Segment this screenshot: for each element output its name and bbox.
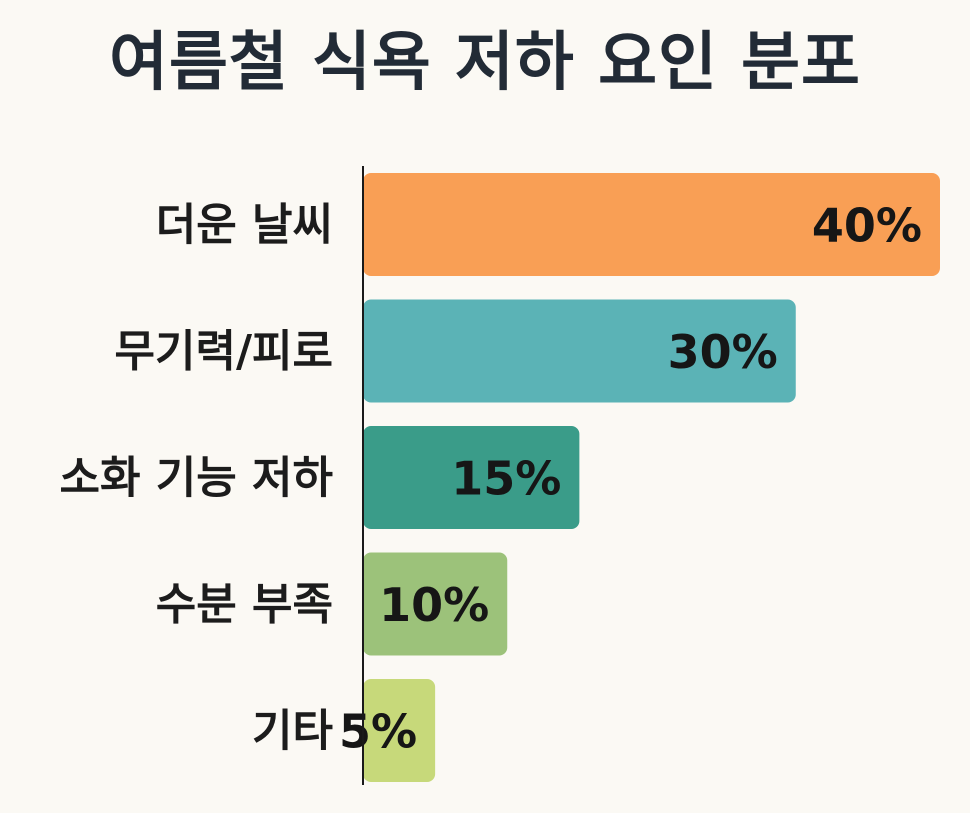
value-label-3: 15% [451,452,561,506]
bar-5 [363,679,436,782]
category-label-5: 기타 [252,706,333,757]
value-label-5: 5% [339,705,417,759]
bar-1 [363,173,940,276]
category-label-1: 더운 날씨 [156,200,333,251]
value-label-1: 40% [812,199,922,253]
chart-title: 여름철 식욕 저하 요인 분포 [109,26,861,100]
category-label-4: 수분 부족 [156,579,333,630]
bar-3 [363,426,580,529]
category-label-2: 무기력/피로 [115,326,333,377]
bar-4 [363,552,508,656]
value-label-2: 30% [668,325,778,379]
category-label-3: 소화 기능 저하 [59,453,333,504]
value-label-4: 10% [379,578,489,632]
bar-2 [363,299,796,403]
